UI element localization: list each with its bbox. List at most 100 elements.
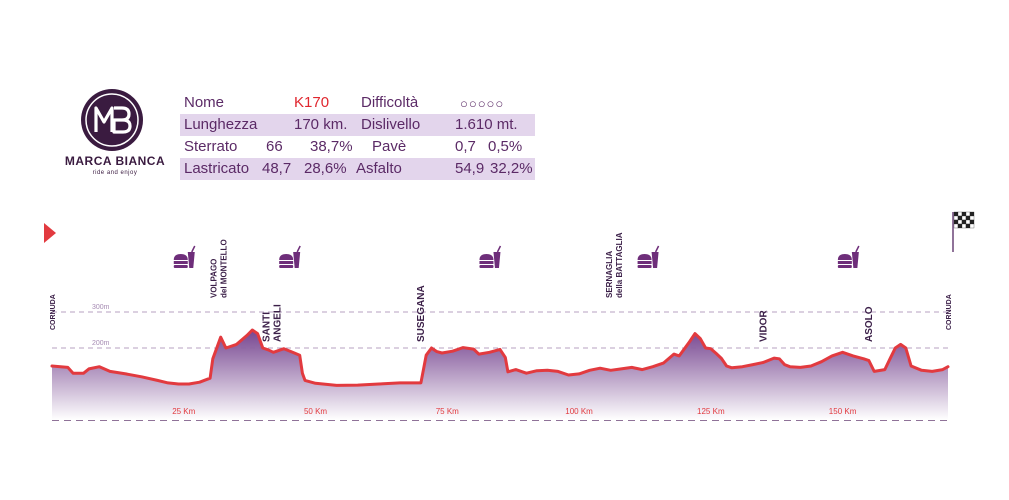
cobble-percent: 0,5% [488, 138, 523, 155]
burger-bun-bottom [837, 265, 852, 268]
drink-cup [293, 252, 301, 268]
checkpoint-label: VIDOR [759, 310, 770, 342]
flag-square [953, 211, 959, 217]
burger-bun-top [837, 254, 852, 260]
burger-bun-top [479, 254, 494, 260]
elevation-line [50, 328, 950, 387]
checkpoint-label: SUSEGANA [416, 285, 427, 342]
flag-square [957, 223, 963, 229]
info-row: Lastricato 48,7 28,6% Asfalto 54,9 32,2% [180, 158, 535, 180]
drink-cup [651, 252, 659, 268]
elevation-value: 1.610 mt. [455, 116, 518, 133]
burger-bun-bottom [637, 265, 652, 268]
flag-square [965, 219, 971, 225]
gravel-label: Sterrato [184, 138, 238, 155]
x-tick-label: 75 Km [436, 407, 459, 416]
flag-square [969, 215, 975, 221]
flag-square [953, 219, 959, 225]
burger-bun-top [637, 254, 652, 260]
brand-logo: MARCA BIANCA ride and enjoy [60, 88, 170, 188]
flag-square [969, 211, 975, 217]
length-value: 170 km. [294, 116, 348, 133]
burger-bun-bottom [279, 265, 294, 268]
burger-patty [637, 261, 652, 264]
drink-straw [654, 245, 660, 253]
checkpoint-label: ASOLO [864, 306, 875, 342]
x-tick-label: 50 Km [304, 407, 327, 416]
drink-straw [496, 245, 502, 253]
flag-square [965, 211, 971, 217]
checkpoint-label: VOLPAGO [210, 259, 219, 298]
burger-bun-bottom [173, 265, 188, 268]
flag-square [969, 219, 975, 225]
burger-patty [279, 261, 294, 264]
flag-square [965, 223, 971, 229]
x-tick-label: 150 Km [829, 407, 857, 416]
burger-patty [173, 261, 188, 264]
name-value: K170 [294, 94, 330, 111]
drink-straw [855, 245, 860, 253]
burger-bun-top [173, 254, 188, 260]
burger-bun-top [279, 254, 294, 260]
asphalt-percent: 32,2% [490, 160, 533, 177]
x-tick-label: 100 Km [565, 407, 593, 416]
food-stop-icon [479, 245, 502, 268]
checkpoint-label: CORNUDA [946, 294, 953, 330]
burger-patty [479, 261, 494, 264]
y-tick-label: 300m [92, 304, 110, 311]
drink-straw [296, 245, 301, 253]
checkpoint-label: ANGELI [272, 304, 283, 342]
gravel-percent: 38,7% [310, 138, 353, 155]
flag-square [961, 211, 967, 217]
cobble-label: Pavè [372, 138, 407, 155]
food-stop-icon [837, 245, 860, 268]
checkpoint-label: CORNUDA [50, 294, 57, 330]
checkpoint-label: della BATTAGLIA [615, 232, 624, 298]
drink-cup [187, 252, 195, 268]
info-row: Nome K170 Difficoltà ○○○○○ [180, 92, 535, 114]
food-stop-icon [173, 245, 196, 268]
flag-square [961, 215, 967, 221]
flag-square [957, 211, 963, 217]
start-arrow-icon [44, 223, 56, 243]
route-info-table: Nome K170 Difficoltà ○○○○○ Lunghezza 170… [180, 92, 535, 180]
x-tick-label: 25 Km [172, 407, 195, 416]
flag-square [965, 215, 971, 221]
difficulty-rating: ○○○○○ [460, 96, 505, 111]
burger-patty [837, 261, 852, 264]
burger-bun-bottom [479, 265, 494, 268]
mb-monogram-icon [81, 89, 143, 151]
flag-square [961, 219, 967, 225]
difficulty-label: Difficoltà [361, 94, 419, 111]
flag-square [961, 223, 967, 229]
finish-flag-icon [952, 211, 975, 252]
asphalt-km: 54,9 [455, 160, 485, 177]
flag-square [953, 223, 959, 229]
drink-straw [191, 245, 196, 253]
y-tick-label: 200m [92, 340, 110, 347]
food-stop-icon [637, 245, 660, 268]
paved-stone-km: 48,7 [262, 160, 292, 177]
cobble-km: 0,7 [455, 138, 476, 155]
x-tick-label: 125 Km [697, 407, 725, 416]
elevation-profile-chart: 200m 300m 25 Km 50 Km 75 Km 100 Km 125 Km 150 K… [44, 211, 975, 421]
drink-cup [851, 252, 859, 268]
flag-square [969, 223, 975, 229]
gravel-km: 66 [266, 138, 283, 155]
flag-square [957, 215, 963, 221]
elevation-label: Dislivello [361, 116, 421, 133]
paved-stone-label: Lastricato [184, 160, 250, 177]
checkpoint-label: SERNAGLIA [605, 251, 614, 298]
flag-square [953, 215, 959, 221]
flag-square [957, 219, 963, 225]
info-row: Sterrato 66 38,7% Pavè 0,7 0,5% [180, 136, 535, 158]
paved-stone-percent: 28,6% [304, 160, 347, 177]
brand-tagline: ride and enjoy [92, 170, 138, 176]
checkpoint-label: del MONTELLO [220, 239, 229, 298]
brand-name: MARCA BIANCA [64, 154, 166, 168]
length-label: Lunghezza [184, 116, 258, 133]
asphalt-label: Asfalto [356, 160, 402, 177]
info-row: Lunghezza 170 km. Dislivello 1.610 mt. [180, 114, 535, 136]
name-label: Nome [184, 94, 225, 111]
drink-cup [493, 252, 501, 268]
